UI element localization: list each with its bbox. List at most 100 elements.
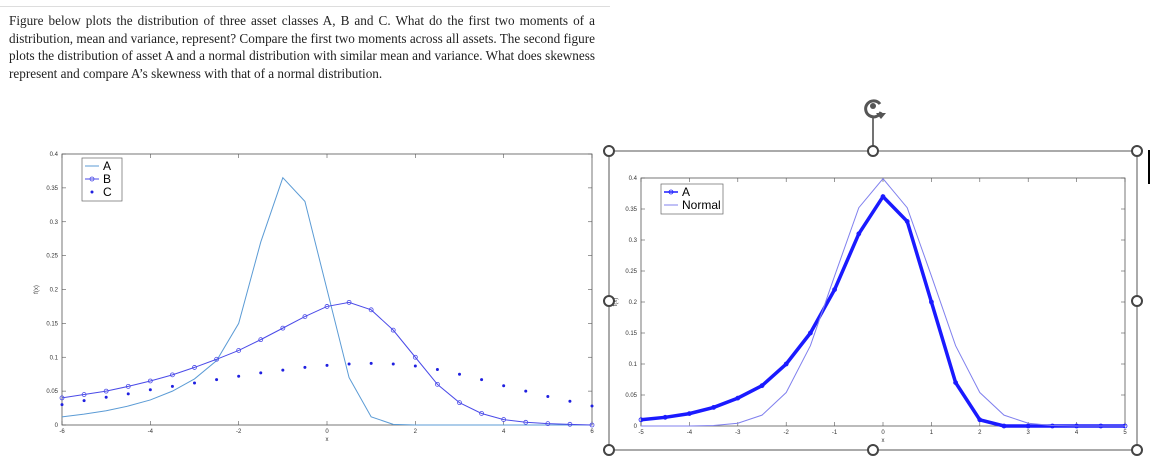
series-line xyxy=(640,193,1125,428)
marker xyxy=(170,372,175,378)
marker xyxy=(281,368,285,372)
x-tick-label: 6 xyxy=(590,429,594,435)
marker xyxy=(280,325,286,331)
legend-swatch xyxy=(90,190,94,194)
x-tick-label: -2 xyxy=(236,429,242,435)
marker xyxy=(735,395,741,401)
marker xyxy=(711,404,716,410)
marker xyxy=(347,362,351,366)
y-tick-label: 0.15 xyxy=(625,331,637,337)
marker xyxy=(590,404,594,408)
marker xyxy=(82,399,86,403)
handle[interactable] xyxy=(1131,145,1143,157)
x-tick-label: 2 xyxy=(414,429,418,435)
y-axis-label: f(x) xyxy=(613,298,619,307)
y-tick-label: 0.1 xyxy=(629,362,638,368)
handle[interactable] xyxy=(867,145,879,157)
series-line xyxy=(61,176,592,426)
y-tick-label: 0.15 xyxy=(46,321,58,327)
marker xyxy=(258,337,264,343)
marker xyxy=(880,194,886,200)
legend-swatch xyxy=(89,176,95,182)
x-tick-label: 1 xyxy=(930,430,934,436)
marker xyxy=(81,392,87,397)
marker xyxy=(567,421,573,427)
marker xyxy=(458,372,461,376)
marker xyxy=(523,419,529,425)
marker xyxy=(502,384,506,388)
x-tick-label: -5 xyxy=(638,430,644,436)
y-tick-label: 0.2 xyxy=(50,288,59,294)
legend-label: B xyxy=(103,172,111,186)
y-tick-label: 0.1 xyxy=(50,355,59,361)
y-tick-label: 0 xyxy=(634,424,638,430)
marker xyxy=(638,417,644,423)
handle[interactable] xyxy=(603,444,615,456)
x-tick-label: -1 xyxy=(832,430,838,436)
marker xyxy=(325,363,329,367)
marker xyxy=(147,378,153,384)
y-tick-label: 0.3 xyxy=(50,220,59,226)
divider xyxy=(0,6,610,7)
marker xyxy=(368,307,374,313)
marker xyxy=(214,356,219,362)
marker xyxy=(103,388,109,394)
x-axis-label: x xyxy=(326,437,329,443)
marker xyxy=(904,218,910,224)
marker xyxy=(589,422,595,428)
marker xyxy=(60,403,64,407)
marker xyxy=(303,365,307,369)
legend-label: A xyxy=(103,159,111,173)
rotate-handle[interactable] xyxy=(864,99,886,119)
marker xyxy=(59,395,65,401)
marker xyxy=(929,299,934,305)
marker xyxy=(501,417,507,422)
handle[interactable] xyxy=(867,444,879,456)
legend-label: Normal xyxy=(682,198,721,212)
marker xyxy=(977,417,983,423)
marker xyxy=(193,381,196,385)
marker xyxy=(148,388,152,392)
marker xyxy=(546,395,550,399)
marker xyxy=(808,330,813,336)
marker xyxy=(104,395,108,399)
y-tick-label: 0.25 xyxy=(46,254,58,260)
marker xyxy=(237,374,241,378)
handle[interactable] xyxy=(1131,444,1143,456)
marker xyxy=(783,361,789,367)
legend-swatch xyxy=(668,189,674,195)
x-tick-label: -4 xyxy=(687,430,693,436)
y-tick-label: 0.4 xyxy=(50,152,59,158)
marker xyxy=(391,362,395,366)
x-tick-label: 5 xyxy=(1123,430,1127,436)
marker xyxy=(662,414,668,420)
marker xyxy=(125,383,131,389)
y-tick-label: 0.35 xyxy=(625,207,637,213)
marker xyxy=(236,348,242,353)
x-tick-label: 2 xyxy=(978,430,982,436)
handle[interactable] xyxy=(603,295,615,307)
x-tick-label: 3 xyxy=(1027,430,1031,436)
legend-label: A xyxy=(682,185,690,199)
marker xyxy=(259,371,263,375)
x-tick-label: 0 xyxy=(881,430,885,436)
question-text: Figure below plots the distribution of t… xyxy=(9,13,595,81)
legend-box xyxy=(660,183,724,215)
marker xyxy=(545,421,551,427)
marker xyxy=(479,411,484,416)
marker xyxy=(369,361,373,365)
marker xyxy=(953,380,958,386)
marker xyxy=(215,378,219,382)
marker xyxy=(832,287,837,293)
handle[interactable] xyxy=(603,145,615,157)
text-cursor xyxy=(1148,150,1150,184)
selection-frame xyxy=(603,99,1143,456)
series-line xyxy=(641,177,1125,427)
marker xyxy=(568,399,572,403)
y-tick-label: 0.4 xyxy=(629,176,638,182)
marker xyxy=(1050,423,1055,429)
marker xyxy=(480,378,484,382)
handle[interactable] xyxy=(1131,295,1143,307)
